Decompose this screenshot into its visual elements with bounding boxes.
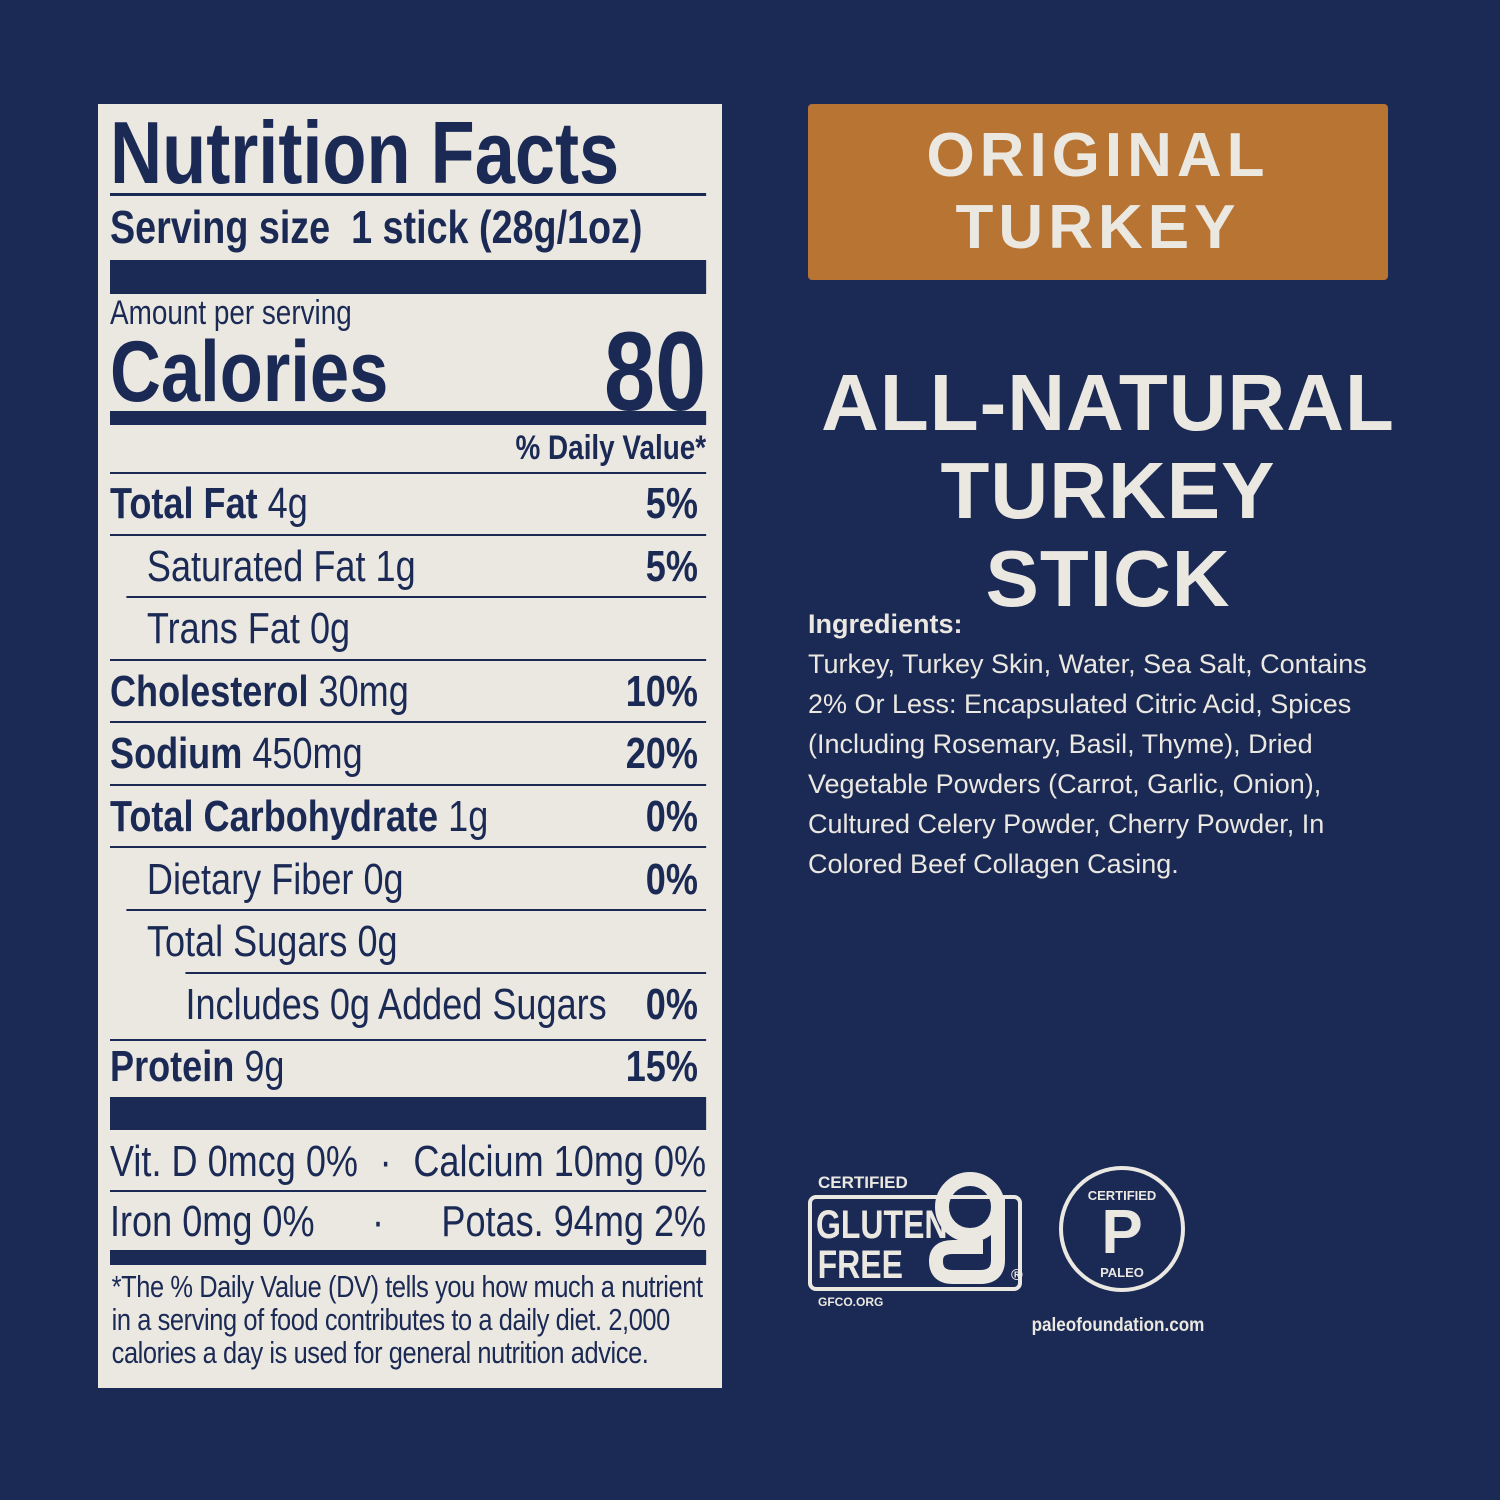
nutrient-dv: 0% <box>645 980 698 1029</box>
daily-value-header: % Daily Value* <box>515 429 707 467</box>
paleo-site: paleofoundation.com <box>1032 1314 1205 1335</box>
nutrient-dv: 5% <box>645 542 698 591</box>
nutrient-amount: 1g <box>448 792 489 841</box>
separator: · <box>371 1197 384 1246</box>
flavor-line1: ORIGINAL <box>926 121 1270 190</box>
svg-text:GLUTEN: GLUTEN <box>816 1202 948 1247</box>
ingredients-text: Turkey, Turkey Skin, Water, Sea Salt, Co… <box>808 649 1367 879</box>
nutrient-dv: 20% <box>625 729 698 778</box>
vitamin-right: Potas. 94mg 2% <box>441 1197 707 1246</box>
flavor-line2: TURKEY <box>955 193 1241 262</box>
ingredients-label: Ingredients: <box>808 609 963 639</box>
nutrient-row: Total Sugars 0g <box>110 913 706 971</box>
nutrient-dv: 0% <box>645 855 698 904</box>
nutrient-row: Cholesterol 30mg 10% <box>110 663 706 721</box>
calories-row: Calories 80 <box>110 309 707 434</box>
vitamin-row: Vit. D 0mcg 0% · Calcium 10mg 0% <box>110 1135 706 1189</box>
paleo-logo: CERTIFIED P PALEO paleofoundation.com <box>1032 1166 1205 1335</box>
nutrient-label: Protein <box>110 1042 235 1091</box>
separator: · <box>379 1137 392 1186</box>
nutrient-label: Includes 0g Added Sugars <box>185 980 607 1029</box>
nutrient-amount: 0g <box>363 855 404 904</box>
nutrient-dv: 0% <box>645 792 698 841</box>
product-headline: ALL-NATURAL TURKEY STICK <box>808 359 1408 623</box>
calories-value: 80 <box>603 309 707 434</box>
serving-label: Serving size <box>110 201 331 253</box>
nutrient-amount: 1g <box>375 542 416 591</box>
nutrient-label: Dietary Fiber <box>146 855 354 904</box>
serving-size: Serving size 1 stick (28g/1oz) <box>110 200 706 254</box>
amount-per-serving: Amount per serving <box>110 294 352 332</box>
svg-text:CERTIFIED: CERTIFIED <box>818 1173 908 1192</box>
nutrient-row: Protein 9g 15% <box>110 1038 706 1096</box>
serving-value: 1 stick (28g/1oz) <box>351 201 643 253</box>
vitamin-left: Iron 0mg 0% <box>110 1197 315 1246</box>
vitamin-row: Iron 0mg 0% · Potas. 94mg 2% <box>110 1195 706 1249</box>
nutrient-label: Total Fat <box>110 479 258 528</box>
vitamin-right: Calcium 10mg 0% <box>413 1137 707 1186</box>
nutrient-dv: 10% <box>625 667 698 716</box>
ingredients: Ingredients: Turkey, Turkey Skin, Water,… <box>808 604 1398 884</box>
nutrient-label: Sodium <box>110 729 243 778</box>
nutrient-dv: 5% <box>645 479 698 528</box>
nutrient-amount: 0g <box>309 604 351 653</box>
svg-text:PALEO: PALEO <box>1100 1265 1144 1280</box>
nutrient-amount: 9g <box>244 1042 285 1091</box>
footnote: *The % Daily Value (DV) tells you how mu… <box>111 1269 703 1370</box>
nutrient-label: Saturated Fat <box>146 542 366 591</box>
nutrient-row: Saturated Fat 1g 5% <box>110 538 706 596</box>
svg-text:CERTIFIED: CERTIFIED <box>1088 1188 1157 1203</box>
svg-text:®: ® <box>1011 1267 1023 1284</box>
headline-line1: ALL-NATURAL <box>821 358 1395 447</box>
nutrient-label: Trans Fat <box>146 604 300 653</box>
nutrient-row: Dietary Fiber 0g 0% <box>110 851 706 909</box>
nutrient-row: Trans Fat 0g <box>110 600 706 658</box>
nutrient-label: Cholesterol <box>110 667 309 716</box>
nutrient-dv: 15% <box>625 1042 698 1091</box>
nutrient-amount: 0g <box>357 917 398 966</box>
nutrient-row: Total Fat 4g 5% <box>110 475 706 533</box>
nutrient-amount: 450mg <box>252 729 363 778</box>
svg-text:FREE: FREE <box>818 1242 903 1287</box>
nutrient-amount: 4g <box>267 479 308 528</box>
certification-logos: CERTIFIED GLUTEN FREE ® GFCO.ORG CERTIFI… <box>808 1166 1205 1335</box>
nutrient-label: Total Sugars <box>146 917 348 966</box>
flavor-badge: ORIGINAL TURKEY <box>808 104 1388 280</box>
nutrient-row: Sodium 450mg 20% <box>110 725 706 783</box>
nutrient-amount: 30mg <box>318 667 409 716</box>
nutrient-row: Includes 0g Added Sugars 0% <box>110 976 706 1034</box>
gluten-free-logo: CERTIFIED GLUTEN FREE ® GFCO.ORG <box>808 1172 1023 1309</box>
vitamin-left: Vit. D 0mcg 0% <box>110 1137 358 1186</box>
headline-line2: TURKEY STICK <box>940 446 1276 623</box>
nutrient-row: Total Carbohydrate 1g 0% <box>110 788 706 846</box>
nutrition-facts-panel: Nutrition Facts Serving size 1 stick (28… <box>98 104 722 1388</box>
svg-text:P: P <box>1101 1198 1142 1267</box>
nutrition-title: Nutrition Facts <box>110 103 620 202</box>
nutrient-label: Total Carbohydrate <box>110 792 439 841</box>
svg-text:GFCO.ORG: GFCO.ORG <box>818 1295 883 1309</box>
